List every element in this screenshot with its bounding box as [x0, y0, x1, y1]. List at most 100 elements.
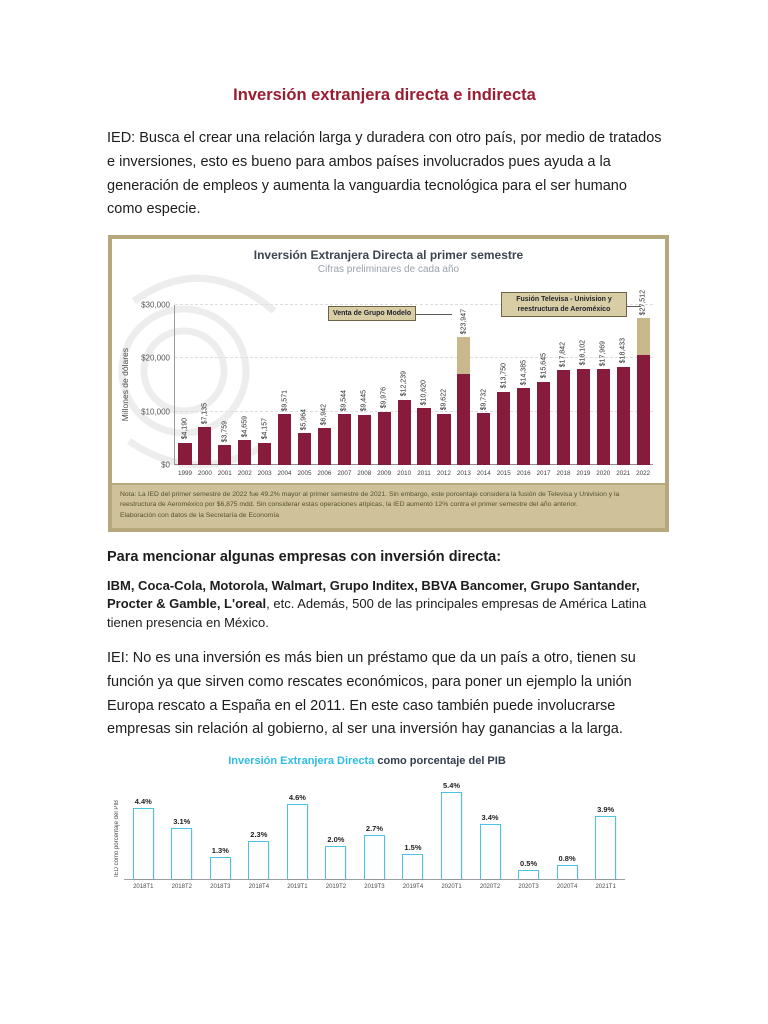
bar-value-label: $9,544	[340, 389, 348, 412]
chart1-bar-group: $6,942 2006	[314, 305, 334, 477]
chart1-title: Inversión Extranjera Directa al primer s…	[253, 248, 524, 263]
chart2-bar-group: 1.5% 2019T4	[394, 783, 433, 890]
bar-stack	[636, 318, 650, 466]
bar-segment-ied	[556, 369, 571, 466]
chart1-x-tick-label: 2001	[217, 470, 232, 478]
bar-segment-ied	[357, 414, 371, 466]
iei-definition-paragraph: IEI: No es una inversión es más bien un …	[107, 649, 636, 738]
bar-stack	[198, 426, 212, 466]
chart1-bar-group: $10,620 2011	[414, 305, 434, 477]
bar-value-label: 5.4%	[442, 780, 461, 790]
bar-stack	[457, 337, 471, 466]
bar-stack	[357, 414, 371, 466]
bar-segment-ied	[417, 408, 431, 466]
chart1-x-tick-label: 2006	[317, 470, 332, 478]
chart-ied-first-semester: Inversión Extranjera Directa al primer s…	[108, 235, 669, 532]
chart2-x-tick-label: 2020T2	[479, 884, 501, 891]
chart1-x-tick-label: 2010	[397, 470, 412, 478]
annotation-grupo-modelo: Venta de Grupo Modelo	[327, 305, 417, 322]
bar-segment-ied	[317, 428, 331, 466]
bar-stack	[417, 408, 431, 466]
bar-ied-pib	[556, 865, 578, 880]
chart1-y-axis-label: Millones de dólares	[118, 305, 132, 465]
bar-segment-ied	[198, 426, 212, 466]
chart1-bar-group: $7,135 2000	[195, 305, 215, 478]
bar-value-label: $14,385	[520, 360, 528, 386]
chart1-x-tick-label: 2012	[436, 470, 451, 478]
chart1-x-tick-label: 1999	[177, 470, 192, 478]
chart1-x-tick-label: 2003	[257, 470, 272, 478]
chart1-bar-group: $4,157 2003	[255, 305, 275, 477]
chart-ied-gdp-percentage: Inversión Extranjera Directa como porcen…	[109, 755, 625, 894]
chart1-bar-group: $18,102 2019	[573, 305, 593, 477]
bar-segment-ied	[178, 442, 192, 466]
bar-segment-ied	[397, 399, 411, 466]
companies-paragraph: IBM, Coca-Cola, Motorola, Walmart, Grupo…	[107, 577, 662, 632]
bar-value-label: 0.5%	[520, 859, 538, 869]
bar-stack	[337, 414, 351, 466]
bar-segment-ied	[377, 411, 391, 466]
chart2-x-tick-label: 2020T4	[556, 884, 578, 891]
bar-value-label: $18,102	[579, 340, 587, 366]
chart2-bar-group: 2.3% 2018T4	[240, 783, 279, 890]
chart1-x-tick-label: 2008	[357, 470, 372, 478]
bar-ied-pib	[441, 791, 463, 880]
chart1-x-tick-label: 2016	[516, 470, 531, 478]
bar-segment-ied	[596, 369, 610, 466]
bar-ied-pib	[479, 823, 501, 880]
bar-stack	[576, 368, 590, 466]
document-page: Inversión extranjera directa e indirecta…	[107, 86, 669, 894]
bar-value-label: 3.4%	[481, 812, 499, 822]
chart1-bar-group: $9,544 2007	[334, 305, 354, 477]
chart1-bar-group: $15,645 2017	[534, 305, 554, 477]
chart2-bar-group: 3.1% 2018T2	[163, 783, 202, 890]
chart1-x-tick-label: 2017	[536, 470, 551, 478]
document-title: Inversión extranjera directa e indirecta	[233, 86, 536, 104]
chart1-bar-group: $5,964 2005	[295, 305, 315, 477]
bar-value-label: $27,512	[639, 290, 647, 316]
chart1-x-tick-label: 2009	[377, 470, 392, 478]
bar-segment-ied	[218, 445, 232, 466]
chart2-title-highlight: Inversión Extranjera Directa	[228, 755, 375, 768]
bar-value-label: 3.9%	[597, 804, 615, 814]
bar-segment-ied	[337, 414, 351, 466]
companies-intro: Para mencionar algunas empresas con inve…	[107, 548, 502, 565]
bar-ied-pib	[363, 834, 385, 880]
chart2-x-tick-label: 2019T3	[364, 884, 385, 891]
chart1-bar-group: $9,622 2012	[434, 305, 454, 477]
bar-stack	[377, 411, 391, 466]
chart2-bar-group: 4.4% 2018T1	[124, 783, 163, 890]
bar-value-label: $9,445	[360, 390, 368, 412]
chart1-source-text: Elaboración con datos de la Secretaría d…	[120, 512, 280, 520]
bar-stack	[556, 369, 571, 466]
chart2-bar-group: 0.8% 2020T4	[548, 783, 587, 890]
companies-list-bold: IBM, Coca-Cola, Motorola, Walmart, Grupo…	[107, 577, 640, 612]
annotation-televisa-univision: Fusión Televisa - Univision y reestructu…	[501, 292, 627, 318]
bar-stack	[536, 381, 551, 466]
bar-segment-ied	[636, 354, 650, 466]
chart1-bar-group: $27,512 2022	[633, 290, 653, 477]
bar-value-label: $9,732	[480, 388, 488, 411]
bar-ied-pib	[248, 841, 270, 880]
bar-value-label: $10,620	[420, 380, 428, 406]
chart2-x-tick-label: 2018T2	[171, 884, 192, 891]
chart1-gridline	[175, 464, 653, 466]
bar-value-label: 1.3%	[211, 846, 229, 856]
chart1-y-tick-label: $10,000	[141, 407, 170, 417]
chart2-bar-group: 4.6% 2019T1	[278, 783, 317, 890]
chart1-bar-group: $12,239 2010	[394, 305, 414, 477]
bar-segment-ied	[536, 381, 551, 466]
bar-stack	[477, 413, 491, 466]
chart2-x-tick-label: 2018T4	[248, 884, 270, 891]
bar-value-label: $23,947	[460, 309, 468, 335]
chart2-bar-group: 3.4% 2020T2	[471, 783, 510, 890]
chart1-x-tick-label: 2020	[596, 470, 611, 478]
chart2-y-axis-label-text: IED como porcentaje del PIB	[113, 800, 120, 878]
bar-segment-ied	[457, 374, 471, 466]
chart2-title: Inversión Extranjera Directa como porcen…	[109, 755, 625, 767]
bar-value-label: $12,239	[400, 371, 408, 397]
chart1-gridline	[175, 410, 653, 412]
bar-segment-ied	[278, 414, 292, 466]
bar-value-label: $18,433	[619, 338, 627, 364]
chart1-bar-group: $9,732 2014	[474, 305, 494, 477]
